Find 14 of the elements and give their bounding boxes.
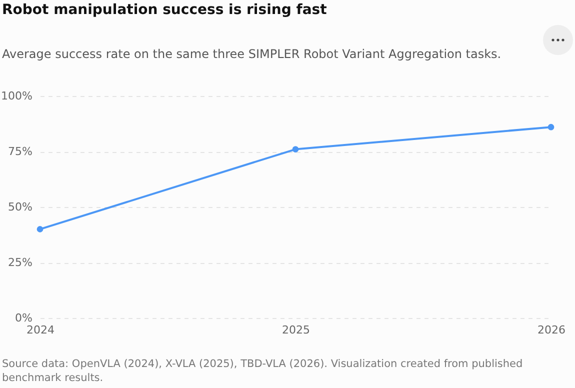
point — [36, 226, 44, 232]
y-tick-label: 100% — [1, 90, 32, 102]
point — [292, 146, 299, 152]
source-note: Source data: OpenVLA (2024), X-VLA (2025), TBD-VLA (2026). Visualization created from published benchmark results. — [2, 357, 524, 385]
y-tick-label: 50% — [8, 200, 32, 214]
x-tick-label: 2025 — [282, 324, 310, 336]
y-tick-label: 0% — [15, 312, 32, 324]
x-tick-label: 2024 — [26, 324, 54, 336]
y-tick-label: 75% — [8, 145, 32, 158]
y-tick-label: 25% — [8, 256, 32, 269]
chart-subtitle: Average success rate on the same three SIMPLER Robot Variant Aggregation tasks. — [2, 47, 502, 61]
point — [548, 124, 554, 130]
chart-title: Robot manipulation success is rising fast — [2, 2, 327, 18]
x-tick-label: 2026 — [538, 324, 566, 336]
